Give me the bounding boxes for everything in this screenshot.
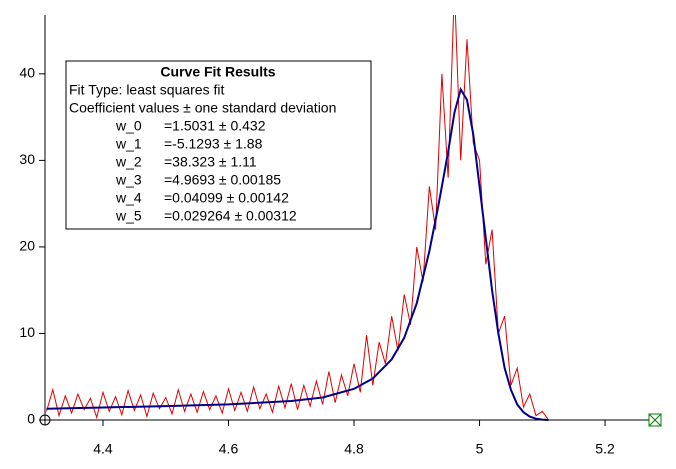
x-tick-label: 4.8: [344, 441, 364, 457]
fit-line: [46, 86, 549, 421]
x-tick-label: 4.4: [93, 441, 113, 457]
y-tick-label: 0: [27, 411, 35, 427]
coef-value: =38.323 ± 1.11: [164, 154, 257, 170]
cursor-b: [648, 413, 662, 427]
plot-area: [46, 15, 655, 421]
x-tick-label: 5: [476, 441, 484, 457]
coef-name: w_3: [115, 172, 142, 188]
coef-name: w_1: [115, 136, 142, 152]
data-line: [46, 15, 655, 421]
coef-value: =0.029264 ± 0.00312: [164, 208, 297, 224]
coef-name: w_5: [115, 208, 142, 224]
annotation-line: Coefficient values ± one standard deviat…: [69, 100, 336, 116]
coef-value: =4.9693 ± 0.00185: [164, 172, 281, 188]
x-tick-label: 4.6: [219, 441, 239, 457]
coef-name: w_4: [115, 190, 142, 206]
y-tick-label: 30: [19, 151, 35, 167]
y-tick-label: 20: [19, 238, 35, 254]
x-tick-label: 5.2: [595, 441, 615, 457]
coef-value: =1.5031 ± 0.432: [164, 118, 266, 134]
annotation-box: Curve Fit Results Fit Type: least square…: [65, 60, 372, 230]
annotation-title: Curve Fit Results: [160, 64, 275, 80]
annotation-line: Fit Type: least squares fit: [69, 82, 224, 98]
coef-value: =0.04099 ± 0.00142: [164, 190, 289, 206]
coef-name: w_2: [115, 154, 142, 170]
coef-name: w_0: [115, 118, 142, 134]
y-tick-label: 10: [19, 324, 35, 340]
annotation-frame: [65, 60, 372, 230]
coef-value: =-5.1293 ± 1.88: [164, 136, 263, 152]
y-tick-label: 40: [19, 65, 35, 81]
